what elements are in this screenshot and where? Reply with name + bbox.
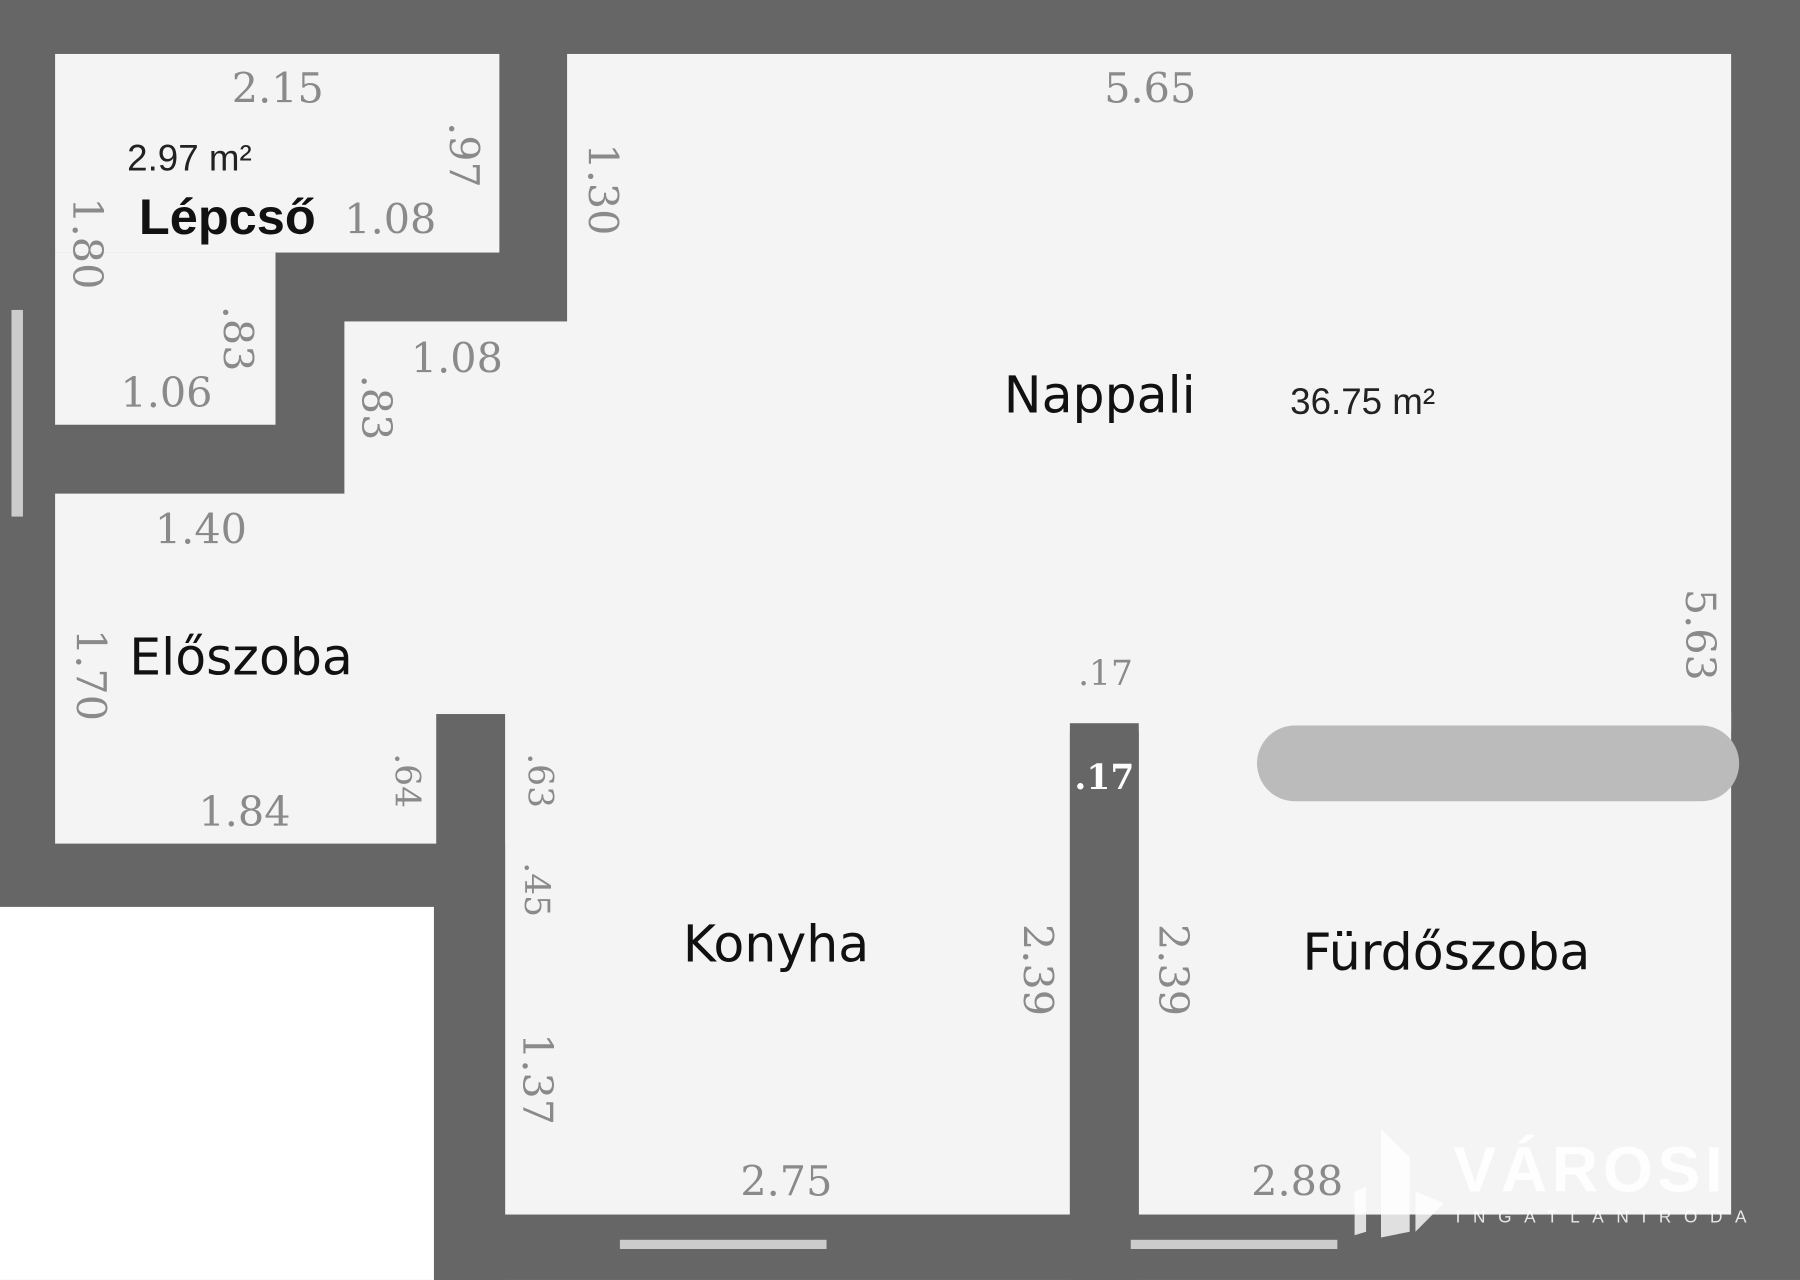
exterior — [0, 906, 434, 1280]
dimension-label: 1.08 — [410, 335, 503, 383]
nappali-area: 36.75 m² — [1290, 380, 1436, 422]
logo-brand: VÁROSI — [1453, 1133, 1728, 1206]
dimension-label: .97 — [439, 122, 487, 188]
konyha-label: Konyha — [682, 915, 870, 975]
room-nappali — [567, 53, 1732, 732]
logo-subtitle: INGATLANIRODA — [1455, 1207, 1760, 1228]
dimension-label: .17 — [1078, 653, 1133, 694]
window — [619, 1239, 827, 1249]
dimension-label: 2.75 — [740, 1158, 833, 1206]
nappali-label: Nappali — [1003, 366, 1196, 426]
dimension-label: .83 — [351, 374, 399, 441]
room-lepcso-lower — [55, 252, 276, 425]
room-konyha — [505, 711, 1070, 1215]
dimension-label: .83 — [212, 305, 261, 372]
wall — [1069, 723, 1139, 1280]
dimension-label: 5.63 — [1675, 588, 1723, 681]
dimension-label: 1.08 — [344, 196, 437, 244]
dimension-label: 1.70 — [66, 628, 114, 722]
wall — [55, 843, 437, 907]
lepcso-label: Lépcső — [138, 189, 316, 246]
furdoszoba-label: Fürdőszoba — [1302, 923, 1591, 983]
room-lepcso-upper — [55, 53, 500, 253]
dimension-label: .64 — [386, 753, 427, 809]
dimension-label: 1.84 — [198, 789, 291, 837]
wall — [436, 714, 506, 1280]
dimension-label: .17 — [1074, 758, 1135, 799]
bathtub-fixture — [1257, 725, 1740, 802]
dimension-label: 2.39 — [1148, 924, 1196, 1017]
dimension-label: 1.40 — [154, 506, 247, 554]
window — [11, 309, 23, 517]
dimension-label: 2.88 — [1251, 1158, 1344, 1206]
lepcso-area: 2.97 m² — [127, 137, 252, 179]
dimension-label: 2.15 — [231, 66, 324, 114]
dimension-label: .63 — [519, 753, 560, 809]
logo: VÁROSI INGATLANIRODA — [1352, 1123, 1777, 1249]
eloszoba-label: Előszoba — [129, 628, 353, 688]
logo-building-icon — [1354, 1128, 1445, 1238]
window — [1130, 1239, 1338, 1249]
dimension-label: 1.06 — [120, 370, 213, 418]
dimension-label: 1.37 — [512, 1033, 560, 1126]
dimension-label: .45 — [516, 862, 557, 918]
dimension-label: 5.65 — [1104, 66, 1197, 114]
dimension-label: 2.39 — [1013, 924, 1061, 1017]
dimension-label: 1.30 — [577, 143, 626, 236]
dimension-label: 1.80 — [62, 197, 110, 290]
